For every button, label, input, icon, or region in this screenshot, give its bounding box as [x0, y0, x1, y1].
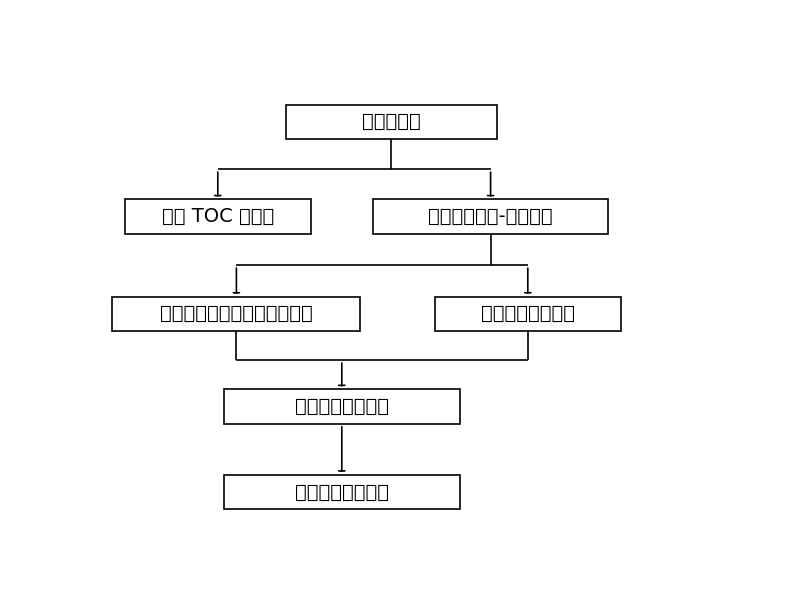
FancyBboxPatch shape [373, 200, 609, 234]
Text: 非极性及弱极性有机物的富集: 非极性及弱极性有机物的富集 [160, 305, 313, 323]
FancyBboxPatch shape [112, 296, 361, 331]
FancyBboxPatch shape [224, 389, 459, 424]
FancyBboxPatch shape [286, 105, 497, 139]
Text: 有机物的富集-固相萃取: 有机物的富集-固相萃取 [428, 207, 553, 226]
FancyBboxPatch shape [435, 296, 621, 331]
FancyBboxPatch shape [224, 475, 459, 510]
Text: 污染物的定量分析: 污染物的定量分析 [294, 483, 389, 502]
Text: 水样的采集: 水样的采集 [362, 112, 421, 132]
Text: 水样 TOC 的测定: 水样 TOC 的测定 [162, 207, 274, 226]
FancyBboxPatch shape [125, 200, 310, 234]
Text: 极性有机物的富集: 极性有机物的富集 [481, 305, 574, 323]
Text: 污染物的定性分析: 污染物的定性分析 [294, 397, 389, 416]
